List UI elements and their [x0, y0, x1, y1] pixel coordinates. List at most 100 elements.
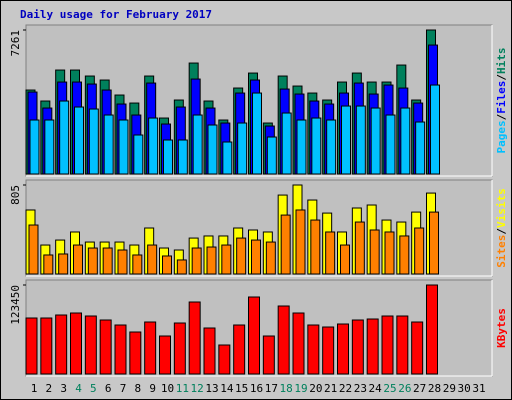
x-tick-label: 4: [75, 382, 82, 395]
bar: [102, 247, 113, 275]
bar: [385, 114, 396, 175]
x-tick-label: 21: [324, 382, 337, 395]
x-tick-label: 20: [309, 382, 322, 395]
y-tick-label: 805: [9, 185, 22, 205]
x-tick-label: 5: [90, 382, 97, 395]
bar: [87, 247, 98, 275]
legend-separator: /: [495, 113, 508, 120]
legend-entry: Files: [495, 81, 508, 114]
bar: [144, 321, 157, 375]
bar: [355, 105, 366, 175]
x-tick-label: 24: [369, 382, 383, 395]
bar: [266, 136, 277, 175]
bar: [28, 224, 39, 275]
x-tick-label: 29: [443, 382, 456, 395]
bar: [25, 317, 38, 375]
bar: [40, 317, 53, 375]
x-tick-label: 12: [191, 382, 204, 395]
bar: [430, 84, 440, 175]
bar: [400, 107, 411, 175]
x-tick-label: 25: [383, 382, 396, 395]
legend: KBytes: [495, 308, 508, 348]
legend-entry: Visits: [495, 188, 508, 228]
bar: [307, 324, 320, 375]
legend-entry: KBytes: [495, 308, 508, 348]
x-tick-label: 9: [149, 382, 156, 395]
bar: [326, 119, 337, 175]
bar: [369, 229, 380, 275]
bar: [280, 214, 291, 275]
x-tick-label: 19: [294, 382, 307, 395]
legend: Pages/Files/Hits: [495, 48, 508, 154]
bar: [277, 305, 290, 375]
x-tick-label: 6: [105, 382, 112, 395]
bar: [70, 312, 82, 375]
x-tick-label: 26: [398, 382, 411, 395]
y-tick-label: 7261: [9, 30, 22, 57]
bar: [399, 235, 410, 275]
bar: [384, 231, 395, 275]
y-tick-label: 123450: [9, 285, 22, 325]
bar: [173, 322, 186, 375]
bar: [426, 284, 438, 375]
x-tick-label: 27: [413, 382, 426, 395]
bar: [295, 209, 306, 275]
bar: [341, 105, 351, 175]
bar: [117, 249, 128, 275]
bar: [159, 335, 171, 375]
bar: [129, 331, 142, 375]
x-tick-label: 17: [265, 382, 278, 395]
bar: [381, 315, 394, 375]
bar: [322, 326, 335, 375]
bar: [132, 254, 143, 275]
legend-entry: Pages: [495, 120, 508, 153]
bar: [262, 335, 275, 375]
bar: [88, 108, 99, 175]
bar: [203, 327, 216, 375]
bar: [351, 319, 364, 375]
x-tick-label: 31: [472, 382, 485, 395]
bar: [191, 247, 202, 275]
bar: [311, 117, 322, 175]
bar: [114, 324, 127, 375]
bar: [55, 314, 68, 375]
bar: [74, 106, 84, 175]
bar: [58, 253, 69, 275]
bar: [192, 114, 203, 175]
x-tick-label: 2: [46, 382, 53, 395]
x-tick-label: 16: [250, 382, 263, 395]
bar: [218, 344, 231, 375]
bar: [236, 237, 247, 275]
bar: [414, 227, 425, 275]
bar: [296, 119, 307, 175]
bar: [370, 107, 381, 175]
x-tick-label: 18: [280, 382, 293, 395]
x-tick-label: 30: [458, 382, 471, 395]
bar: [340, 244, 350, 275]
x-tick-label: 28: [428, 382, 441, 395]
chart-title: Daily usage for February 2017: [20, 8, 212, 21]
bar: [148, 117, 159, 175]
bar: [99, 319, 112, 375]
x-tick-label: 10: [161, 382, 174, 395]
x-tick-label: 3: [60, 382, 67, 395]
bar: [233, 324, 246, 375]
bar: [222, 141, 233, 175]
x-tick-label: 14: [220, 382, 234, 395]
bar: [29, 119, 40, 175]
bar: [221, 244, 232, 275]
bar: [162, 255, 172, 275]
bar: [84, 315, 97, 375]
bar: [354, 221, 365, 275]
bar: [176, 259, 187, 275]
bar: [73, 244, 83, 275]
x-tick-label: 1: [31, 382, 38, 395]
x-tick-label: 22: [339, 382, 352, 395]
bar: [415, 121, 426, 175]
bar: [337, 323, 349, 375]
bar: [429, 211, 439, 275]
x-tick-label: 15: [235, 382, 248, 395]
x-tick-label: 13: [205, 382, 218, 395]
